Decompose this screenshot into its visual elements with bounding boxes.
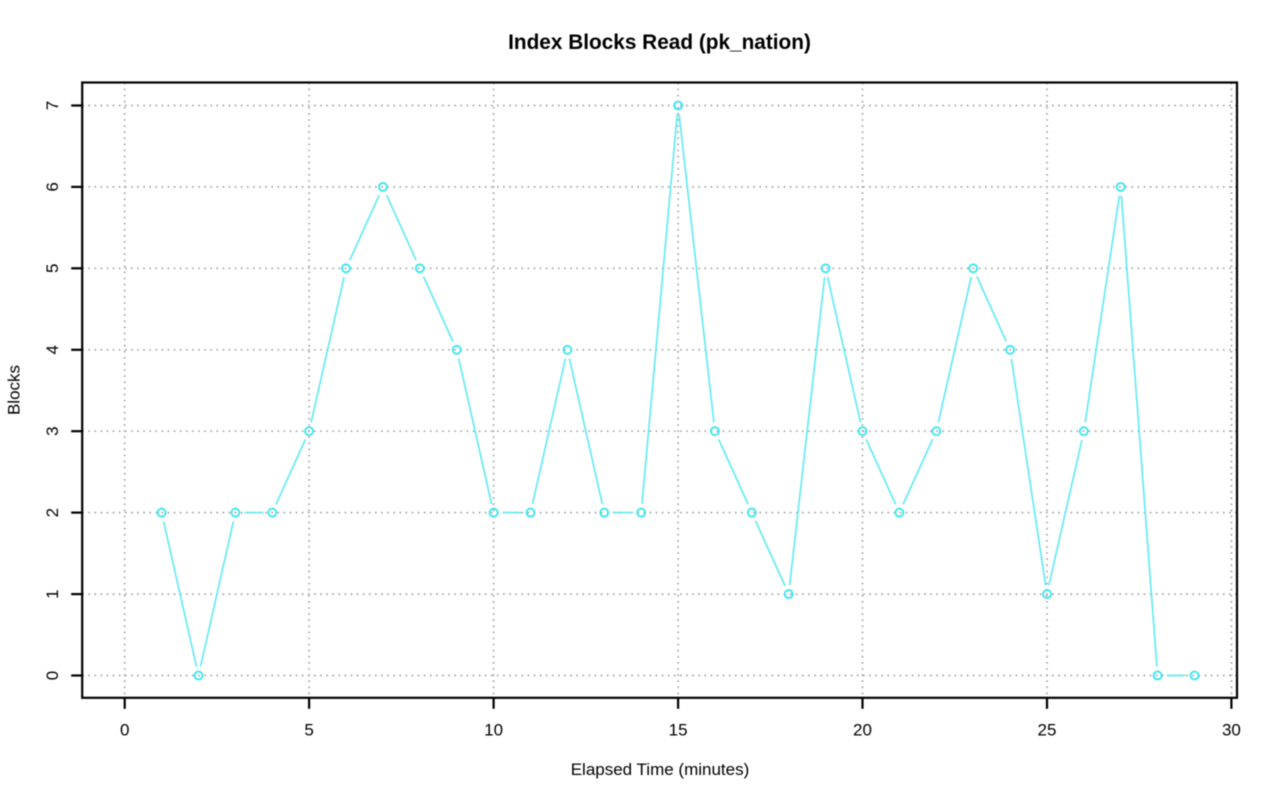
svg-text:5: 5 bbox=[43, 264, 62, 273]
svg-text:6: 6 bbox=[43, 182, 62, 191]
svg-text:15: 15 bbox=[669, 720, 688, 739]
svg-text:30: 30 bbox=[1222, 720, 1241, 739]
svg-text:10: 10 bbox=[484, 720, 503, 739]
svg-text:7: 7 bbox=[43, 101, 62, 110]
svg-text:0: 0 bbox=[120, 720, 129, 739]
svg-text:5: 5 bbox=[304, 720, 313, 739]
svg-text:0: 0 bbox=[43, 671, 62, 680]
svg-text:Elapsed Time (minutes): Elapsed Time (minutes) bbox=[571, 760, 750, 779]
svg-text:2: 2 bbox=[43, 508, 62, 517]
svg-text:25: 25 bbox=[1038, 720, 1057, 739]
svg-text:Blocks: Blocks bbox=[5, 365, 24, 415]
svg-text:1: 1 bbox=[43, 589, 62, 598]
svg-text:20: 20 bbox=[853, 720, 872, 739]
svg-text:4: 4 bbox=[43, 345, 62, 354]
svg-text:Index Blocks Read (pk_nation): Index Blocks Read (pk_nation) bbox=[508, 31, 811, 54]
svg-text:3: 3 bbox=[43, 426, 62, 435]
